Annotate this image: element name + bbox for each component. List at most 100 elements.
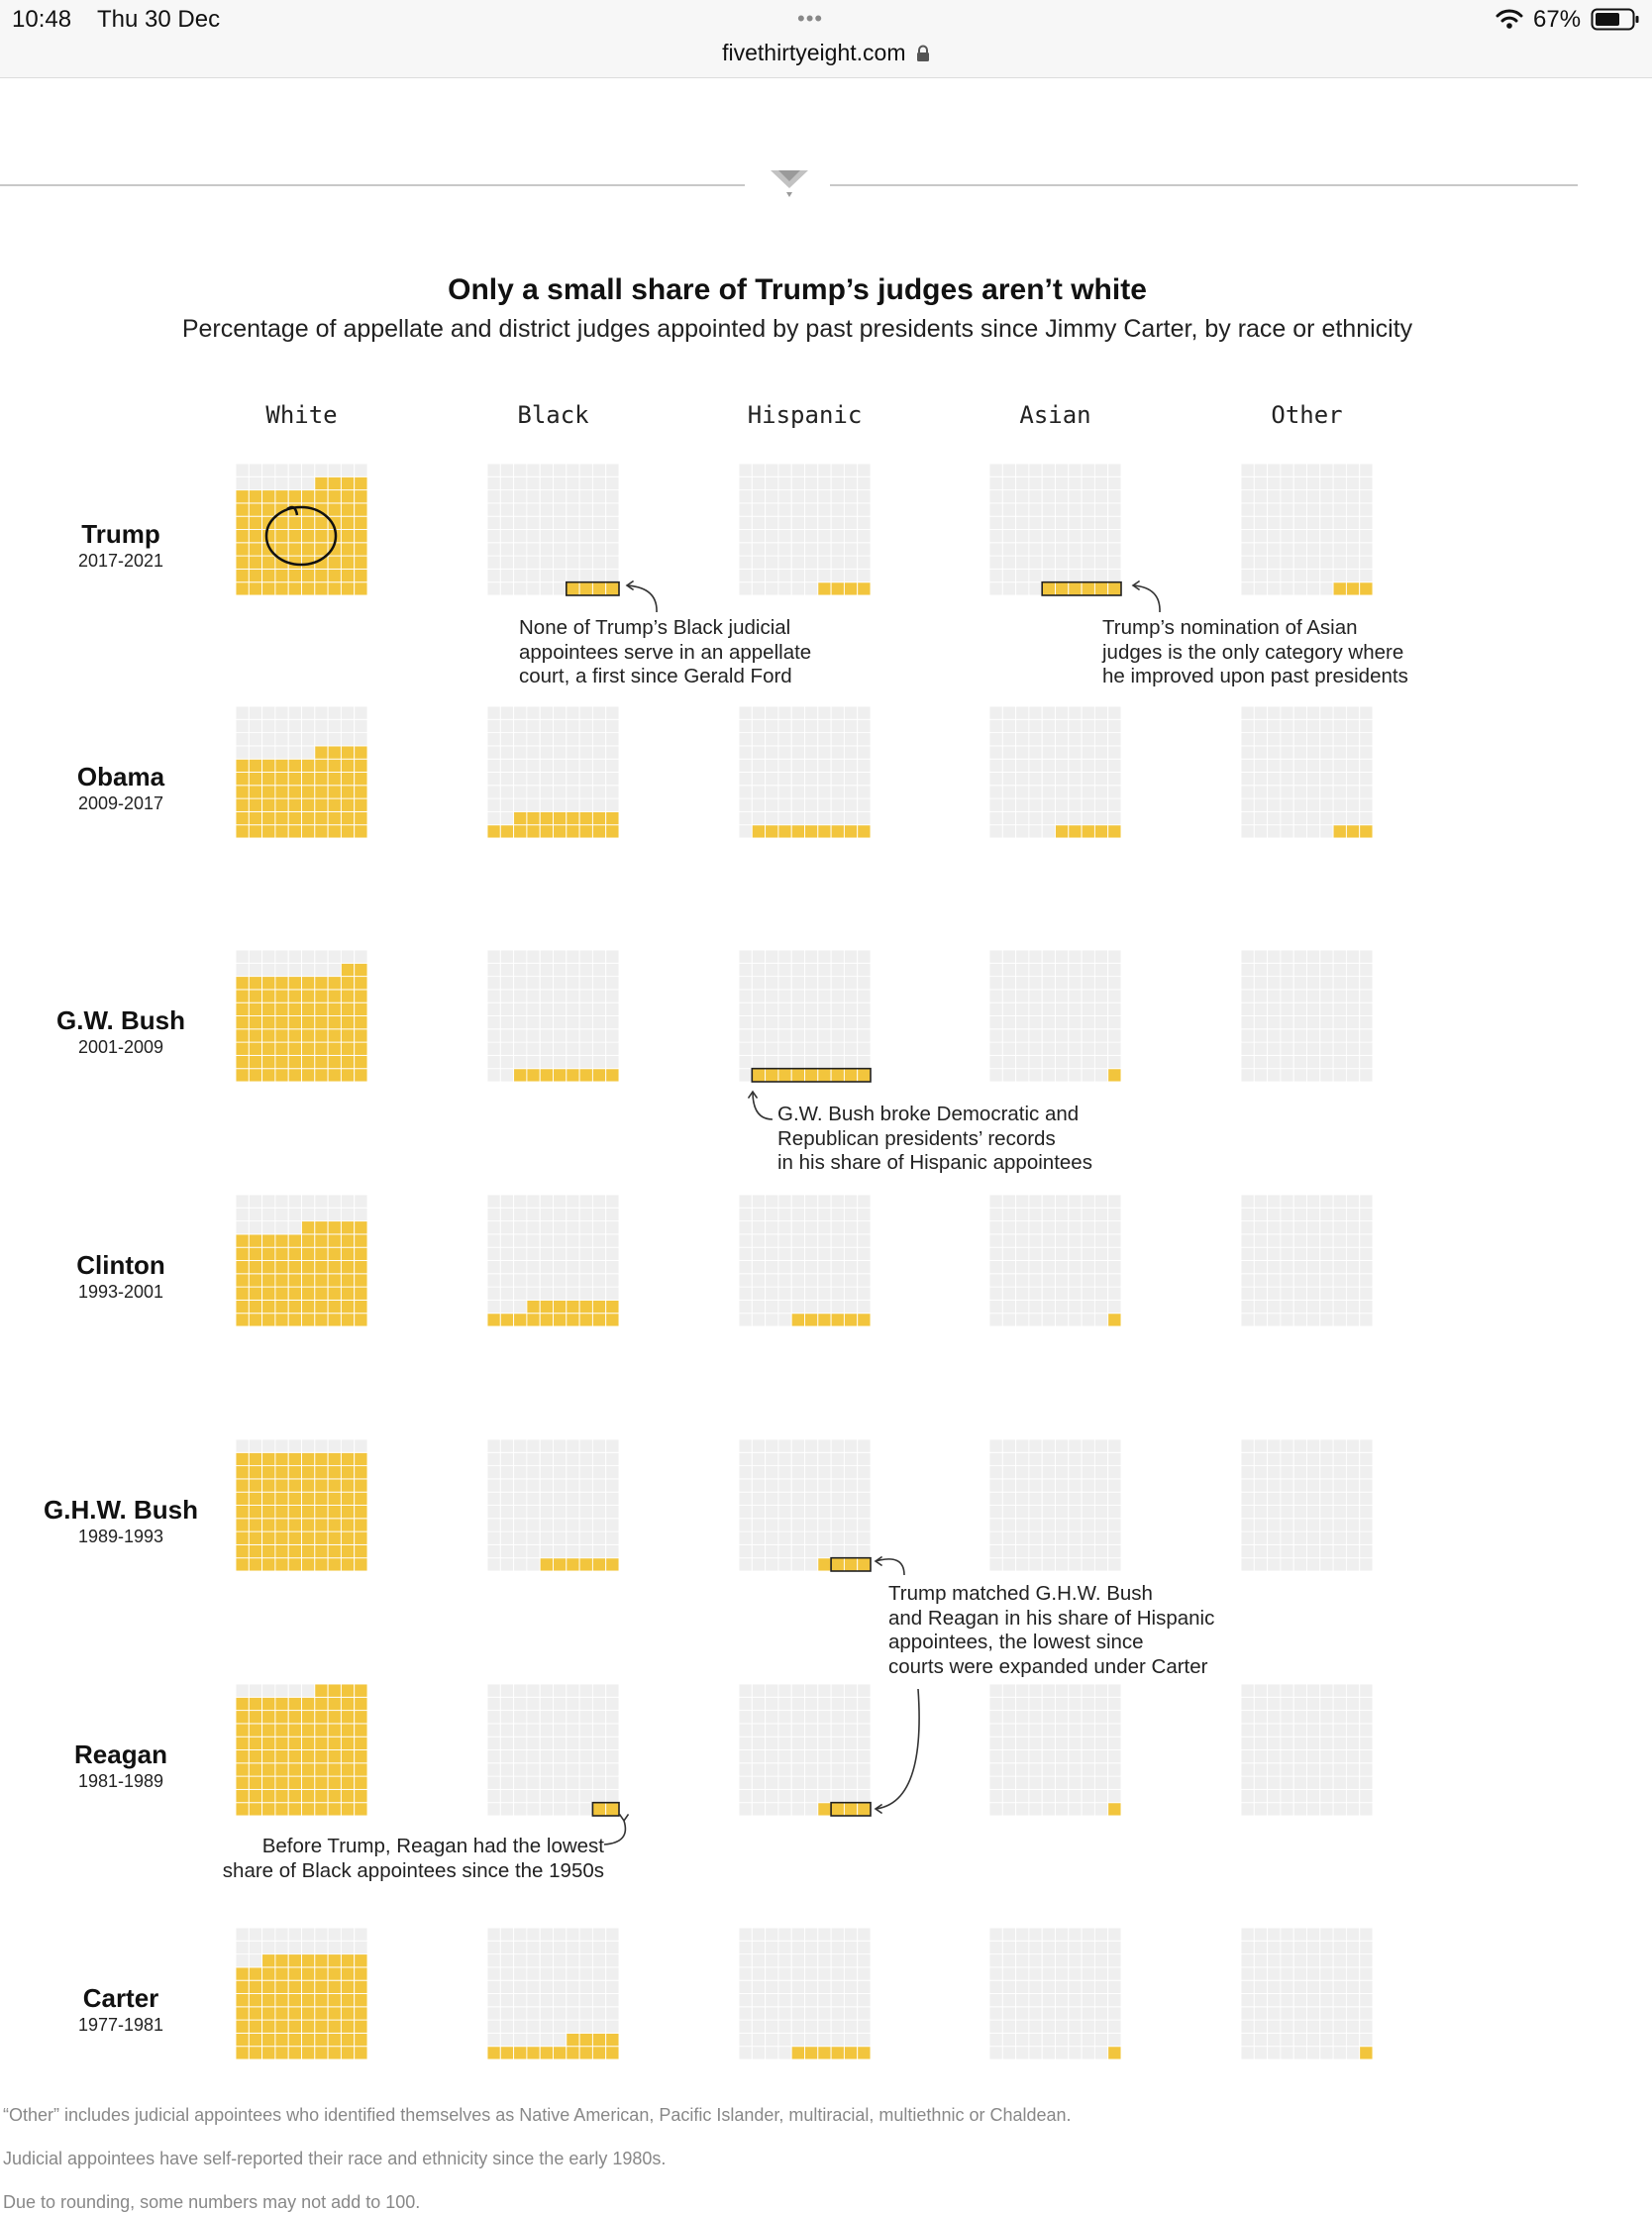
empty-cell [605, 1260, 620, 1275]
empty-cell [1319, 581, 1334, 596]
empty-cell [340, 1207, 356, 1222]
filled-cell [354, 1710, 368, 1725]
empty-cell [1015, 1557, 1030, 1572]
empty-cell [274, 1683, 289, 1698]
empty-cell [513, 502, 528, 517]
empty-cell [1280, 1068, 1294, 1083]
empty-cell [857, 718, 872, 734]
empty-cell [1332, 2019, 1347, 2034]
empty-cell [988, 1451, 1003, 1467]
empty-cell [248, 1927, 263, 1942]
filled-cell [261, 1530, 276, 1545]
empty-cell [1359, 529, 1374, 544]
empty-cell [1280, 1696, 1294, 1712]
filled-cell [261, 1775, 276, 1790]
filled-cell [301, 1041, 316, 1056]
empty-cell [513, 2032, 528, 2048]
filled-cell [314, 758, 329, 773]
empty-cell [1107, 1993, 1122, 2008]
empty-cell [1107, 1557, 1122, 1572]
empty-cell [1055, 1001, 1070, 1016]
empty-cell [605, 1505, 620, 1520]
empty-cell [790, 489, 805, 504]
empty-cell [843, 1788, 859, 1804]
empty-cell [1306, 1710, 1321, 1725]
empty-cell [830, 1723, 845, 1738]
empty-cell [1319, 1001, 1334, 1016]
empty-cell [804, 542, 819, 557]
empty-cell [1306, 1979, 1321, 1994]
empty-cell [1240, 1940, 1255, 1955]
empty-cell [1028, 962, 1043, 978]
filled-cell [327, 1299, 342, 1315]
filled-cell [340, 1233, 356, 1248]
empty-cell [1345, 1683, 1361, 1698]
empty-cell [738, 1260, 753, 1275]
empty-cell [1093, 1557, 1109, 1572]
filled-cell [1107, 581, 1122, 596]
empty-cell [817, 1505, 832, 1520]
president-years: 1989-1993 [77, 1527, 164, 1546]
empty-cell [235, 1683, 250, 1698]
empty-cell [790, 1465, 805, 1480]
empty-cell [765, 489, 779, 504]
empty-cell [1319, 1775, 1334, 1790]
column-header-other: Other [1271, 401, 1343, 429]
empty-cell [777, 1451, 792, 1467]
empty-cell [817, 797, 832, 812]
filled-cell [354, 1313, 368, 1327]
empty-cell [539, 1505, 554, 1520]
empty-cell [988, 463, 1003, 477]
empty-cell [301, 745, 316, 760]
empty-cell [738, 1246, 753, 1261]
president-years: 1993-2001 [77, 1282, 164, 1302]
empty-cell [777, 1438, 792, 1453]
divider-right [830, 184, 1578, 186]
empty-cell [1359, 1054, 1374, 1070]
empty-cell [486, 1518, 501, 1532]
empty-cell [1107, 1438, 1122, 1453]
filled-cell [274, 1530, 289, 1545]
empty-cell [1345, 1736, 1361, 1750]
empty-cell [777, 772, 792, 787]
empty-cell [486, 1491, 501, 1506]
empty-cell [1015, 1543, 1030, 1559]
empty-cell [1332, 810, 1347, 826]
empty-cell [1280, 1491, 1294, 1506]
filled-cell [314, 515, 329, 530]
empty-cell [738, 797, 753, 812]
empty-cell [314, 1940, 329, 1955]
multitasking-dots[interactable]: ••• [797, 6, 824, 31]
address-bar[interactable]: fivethirtyeight.com [0, 40, 1652, 66]
empty-cell [513, 1505, 528, 1520]
empty-cell [1055, 1438, 1070, 1453]
empty-cell [738, 542, 753, 557]
lock-icon [916, 45, 929, 61]
filled-cell [235, 1491, 250, 1506]
empty-cell [248, 732, 263, 747]
empty-cell [1267, 1313, 1282, 1327]
status-bar: 10:48 Thu 30 Dec ••• fivethirtyeight.com… [0, 0, 1652, 78]
empty-cell [1267, 797, 1282, 812]
filled-cell [843, 581, 859, 596]
empty-cell [1081, 1465, 1095, 1480]
empty-cell [1332, 797, 1347, 812]
empty-cell [857, 962, 872, 978]
empty-cell [1240, 2006, 1255, 2021]
empty-cell [1028, 1736, 1043, 1750]
empty-cell [539, 529, 554, 544]
empty-cell [1001, 1465, 1017, 1480]
empty-cell [248, 1683, 263, 1698]
empty-cell [605, 555, 620, 570]
empty-cell [1359, 1491, 1374, 1506]
empty-cell [578, 1054, 593, 1070]
empty-cell [248, 475, 263, 491]
filled-cell [354, 1054, 368, 1070]
empty-cell [513, 1465, 528, 1480]
empty-cell [857, 1696, 872, 1712]
filled-cell [287, 1054, 302, 1070]
empty-cell [1107, 1749, 1122, 1764]
empty-cell [1280, 1194, 1294, 1209]
empty-cell [1319, 1491, 1334, 1506]
empty-cell [1359, 1940, 1374, 1955]
